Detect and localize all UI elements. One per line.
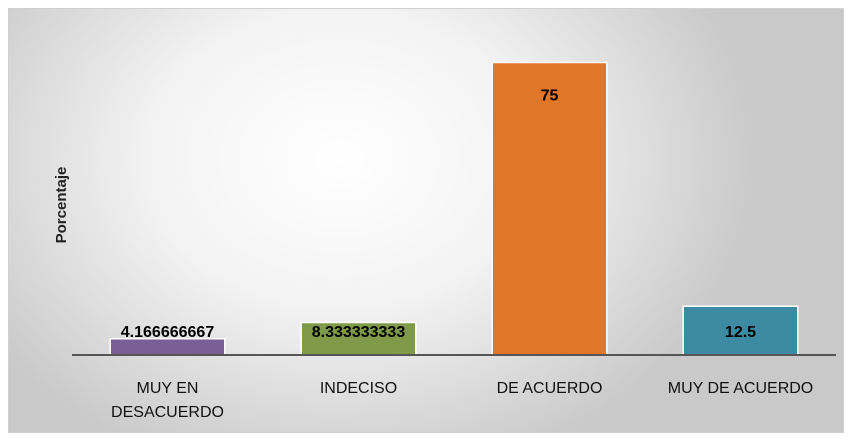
data-label: 8.333333333: [312, 324, 406, 341]
y-axis-label: Porcentaje: [53, 167, 70, 244]
x-tick-label: DE ACUERDO: [496, 380, 603, 397]
data-label: 12.5: [725, 324, 756, 341]
bar: [682, 305, 799, 356]
x-tick-label: MUY DE ACUERDO: [667, 380, 814, 397]
chart-area: [8, 8, 844, 433]
bar: [491, 61, 608, 356]
bar: [300, 321, 417, 356]
data-label: 75: [541, 88, 559, 105]
x-tick-label: MUY EN DESACUERDO: [111, 380, 224, 421]
x-tick-label: INDECISO: [319, 380, 398, 397]
data-label: 4.166666667: [121, 324, 215, 341]
